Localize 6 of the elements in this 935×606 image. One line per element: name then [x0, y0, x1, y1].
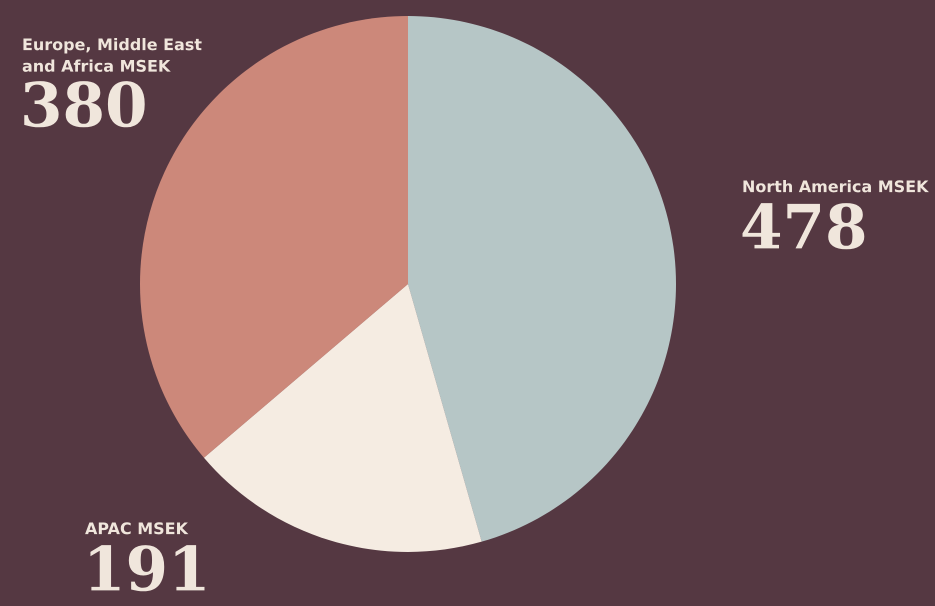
slice-label: North America MSEK [743, 180, 929, 192]
data-label: 380 [24, 81, 145, 128]
slice-label: Europe, Middle East and Africa MSEK [22, 38, 202, 72]
data-label: 478 [742, 203, 864, 250]
slice-label: APAC MSEK [85, 522, 188, 534]
data-label: 191 [90, 545, 204, 592]
